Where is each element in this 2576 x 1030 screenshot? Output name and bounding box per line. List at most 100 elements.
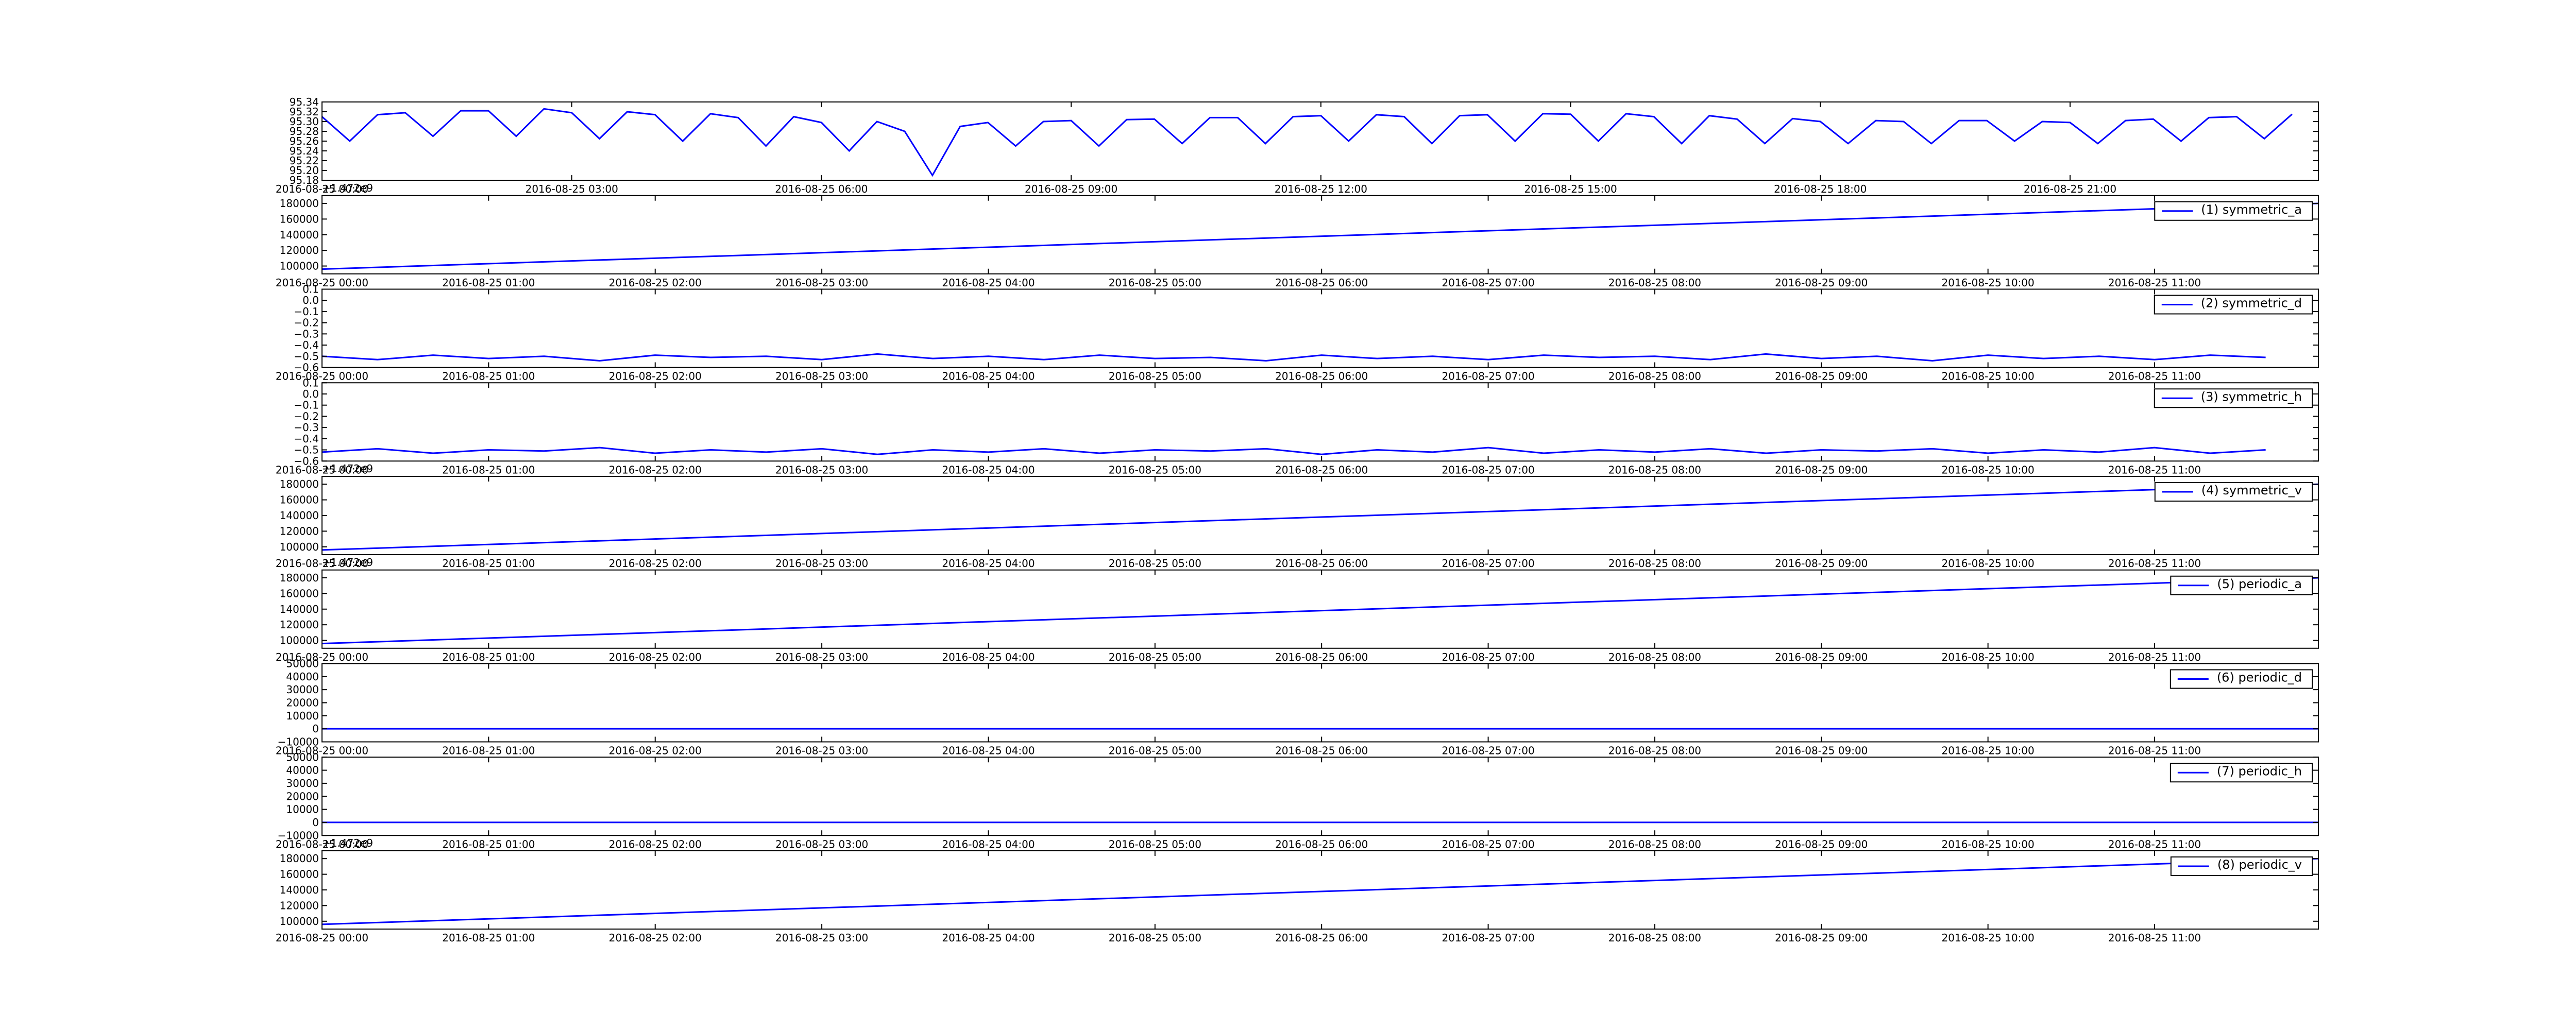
panel: 95.1895.2095.2295.2495.2695.2895.3095.32… [276,96,2319,195]
x-tick-label: 2016-08-25 00:00 [276,932,368,944]
x-tick-label: 2016-08-25 07:00 [1442,745,1534,757]
x-tick-label: 2016-08-25 03:00 [775,370,868,383]
y-tick-label: 10000 [286,803,319,816]
x-tick-label: 2016-08-25 06:00 [1275,838,1368,850]
axes-frame [321,288,2319,368]
x-tick-label: 2016-08-25 01:00 [442,557,535,570]
y-tick-label: 120000 [280,525,319,537]
x-tick-label: 2016-08-25 09:00 [1775,651,1868,663]
x-tick-label: 2016-08-25 09:00 [1775,464,1868,476]
x-tick-label: 2016-08-25 05:00 [1109,557,1201,570]
x-tick-label: 2016-08-25 02:00 [609,745,702,757]
y-tick-label: 10000 [286,710,319,722]
x-tick-label: 2016-08-25 03:00 [526,183,618,195]
y-offset-label: +1.472e9 [322,182,373,194]
legend-label: (8) periodic_v [2217,857,2302,872]
x-tick-label: 2016-08-25 04:00 [942,932,1035,944]
x-tick-label: 2016-08-25 00:00 [276,557,368,570]
x-tick-label: 2016-08-25 00:00 [276,183,368,195]
y-tick-label: 20000 [286,790,319,802]
data-line [321,447,2266,455]
data-line [321,108,2293,177]
panel: −0.6−0.5−0.4−0.3−0.2−0.10.00.1 2016-08-25… [276,283,2319,383]
legend-label: (2) symmetric_d [2201,296,2302,311]
x-tick-label: 2016-08-25 03:00 [775,745,868,757]
x-tick-label: 2016-08-25 21:00 [2024,183,2116,195]
x-tick-label: 2016-08-25 06:00 [1275,932,1368,944]
panel: 100000 120000 140000 160000 180000 2016-08-25… [276,462,2319,570]
x-tick-label: 2016-08-25 02:00 [609,464,702,476]
x-tick-label: 2016-08-25 10:00 [1942,838,2035,850]
y-tick-label: 120000 [280,244,319,256]
y-offset-label: +1.472e9 [322,556,373,569]
x-tick-label: 2016-08-25 01:00 [442,277,535,289]
x-tick-label: 2016-08-25 06:00 [1275,651,1368,663]
y-tick-label: −0.5 [294,350,319,363]
y-tick-label: −0.3 [294,328,319,340]
x-tick-label: 2016-08-25 11:00 [2108,932,2201,944]
y-tick-label: 180000 [280,478,319,490]
y-tick-label: −0.2 [294,317,319,329]
y-tick-label: 95.34 [290,96,319,108]
y-tick-label: −0.5 [294,444,319,456]
x-tick-label: 2016-08-25 05:00 [1109,745,1201,757]
y-tick-label: −0.1 [294,305,319,318]
x-tick-label: 2016-08-25 04:00 [942,651,1035,663]
x-tick-label: 2016-08-25 07:00 [1442,464,1534,476]
y-tick-label: −0.6 [294,362,319,374]
x-tick-label: 2016-08-25 06:00 [1275,277,1368,289]
panel: 100000 120000 140000 160000 180000 2016-08-25… [276,182,2319,289]
plot-area [322,851,2318,929]
x-tick-label: 2016-08-25 12:00 [1275,183,1367,195]
x-tick-label: 2016-08-25 09:00 [1775,745,1868,757]
x-tick-label: 2016-08-25 06:00 [1275,464,1368,476]
x-tick-label: 2016-08-25 05:00 [1109,932,1201,944]
x-tick-label: 2016-08-25 08:00 [1608,370,1701,383]
y-tick-label: 180000 [280,852,319,865]
y-tick-label: 20000 [286,697,319,709]
x-tick-label: 2016-08-25 11:00 [2108,370,2201,383]
y-tick-label: 160000 [280,494,319,506]
legend-label: (1) symmetric_a [2201,202,2302,217]
x-tick-label: 2016-08-25 04:00 [942,745,1035,757]
x-tick-label: 2016-08-25 10:00 [1942,557,2035,570]
data-line [321,202,2319,270]
y-tick-label: 95.18 [290,174,319,186]
x-tick-label: 2016-08-25 05:00 [1109,277,1201,289]
y-tick-label: 30000 [286,683,319,696]
x-tick-label: 2016-08-25 09:00 [1775,932,1868,944]
legend-label: (3) symmetric_h [2201,389,2302,404]
x-tick-label: 2016-08-25 04:00 [942,370,1035,383]
x-tick-label: 2016-08-25 11:00 [2108,651,2201,663]
y-tick-label: 0.1 [302,283,319,296]
y-tick-label: 180000 [280,197,319,210]
y-tick-label: −0.6 [294,455,319,467]
x-tick-label: 2016-08-25 02:00 [609,557,702,570]
x-tick-label: 2016-08-25 04:00 [942,557,1035,570]
x-tick-label: 2016-08-25 06:00 [1275,557,1368,570]
axes-frame [321,382,2319,462]
x-tick-label: 2016-08-25 09:00 [1775,370,1868,383]
y-tick-label: 120000 [280,899,319,912]
x-tick-label: 2016-08-25 01:00 [442,932,535,944]
x-tick-label: 2016-08-25 11:00 [2108,838,2201,850]
x-tick-label: 2016-08-25 06:00 [775,183,868,195]
x-tick-label: 2016-08-25 11:00 [2108,745,2201,757]
x-tick-label: 2016-08-25 04:00 [942,464,1035,476]
y-tick-label: 40000 [286,764,319,777]
panel: 100000 120000 140000 160000 180000 2016-08-25… [276,556,2319,663]
y-tick-label: 95.22 [290,154,319,167]
plot-area [322,195,2318,274]
x-tick-label: 2016-08-25 08:00 [1608,745,1701,757]
plot-area [322,476,2318,555]
data-line [321,483,2319,551]
x-tick-label: 2016-08-25 04:00 [942,838,1035,850]
y-tick-label: −0.4 [294,433,319,445]
y-tick-label: 0.1 [302,376,319,389]
y-tick-label: 0.0 [302,294,319,306]
x-tick-label: 2016-08-25 00:00 [276,277,368,289]
y-tick-label: 100000 [280,260,319,272]
x-tick-label: 2016-08-25 10:00 [1942,277,2035,289]
